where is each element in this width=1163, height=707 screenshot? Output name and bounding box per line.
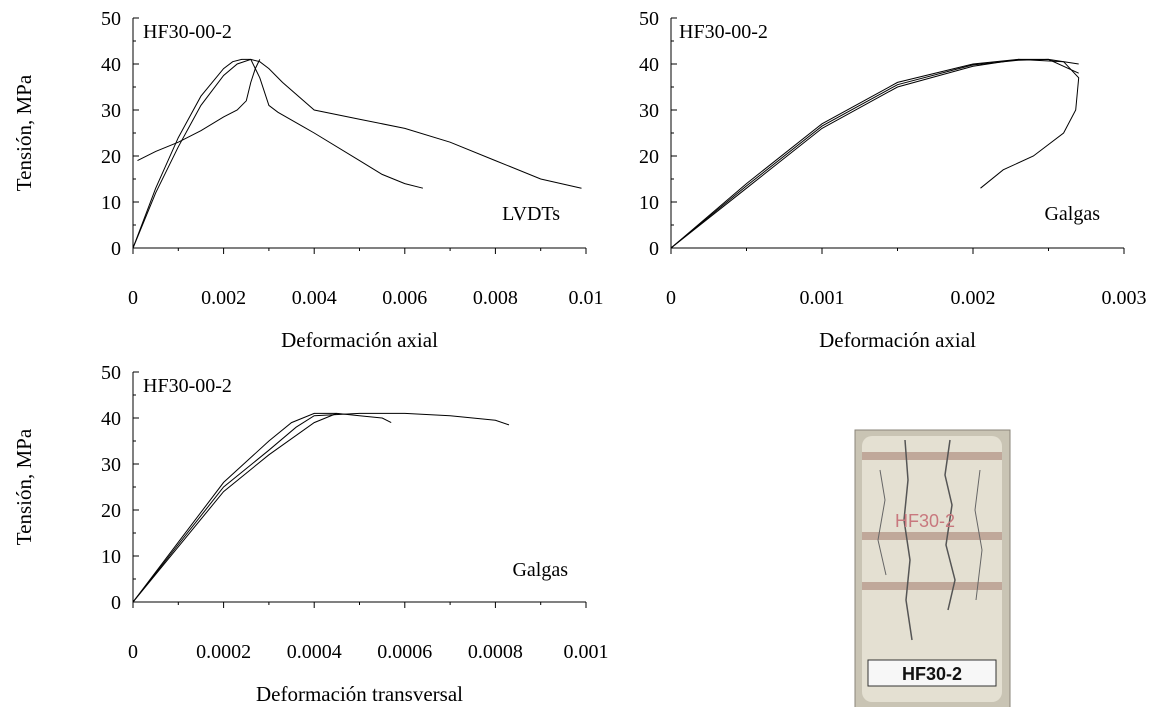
y-tick-label: 50 xyxy=(101,8,121,30)
x-tick-label: 0 xyxy=(128,641,138,663)
series-line-3 xyxy=(132,412,337,603)
x-tick-label: 0.002 xyxy=(201,287,246,309)
y-axis-title: Tensión, MPa xyxy=(12,74,36,191)
chart-gauges-transverse: 0 10 20 30 40 50 0 0.0002 0.0004 0.0006 0.0008 0.00… xyxy=(12,362,609,706)
specimen-marking: HF30-2 xyxy=(895,511,955,531)
series-line-1 xyxy=(132,58,424,249)
y-tick-label: 40 xyxy=(101,408,121,430)
y-tick-label: 30 xyxy=(101,100,121,122)
y-tick-label: 0 xyxy=(111,592,121,614)
y-tick-label: 40 xyxy=(639,54,659,76)
series-line-2 xyxy=(132,58,582,249)
y-tick-label: 50 xyxy=(101,362,121,384)
x-tick-label: 0 xyxy=(666,287,676,309)
specimen-label: HF30-2 xyxy=(902,664,962,684)
x-tick-label: 0.001 xyxy=(564,641,609,663)
panel-label: HF30-00-2 xyxy=(143,375,232,397)
y-tick-label: 0 xyxy=(111,238,121,260)
y-tick-label: 10 xyxy=(101,192,121,214)
panel-label: HF30-00-2 xyxy=(679,21,768,43)
x-tick-label: 0.006 xyxy=(382,287,427,309)
y-tick-label: 30 xyxy=(639,100,659,122)
curve-annotation: Galgas xyxy=(512,559,568,581)
y-tick-label: 20 xyxy=(101,500,121,522)
y-tick-label: 0 xyxy=(649,238,659,260)
y-tick-label: 10 xyxy=(639,192,659,214)
x-axis-title: Deformación axial xyxy=(819,328,976,352)
y-tick-label: 30 xyxy=(101,454,121,476)
x-tick-label: 0 xyxy=(128,287,138,309)
y-axis-title: Tensión, MPa xyxy=(12,428,36,545)
curve-annotation: Galgas xyxy=(1044,203,1100,225)
y-tick-label: 20 xyxy=(639,146,659,168)
x-tick-label: 0.0002 xyxy=(196,641,251,663)
curve-annotation: LVDTs xyxy=(502,203,560,225)
x-tick-label: 0.004 xyxy=(292,287,337,309)
x-tick-label: 0.003 xyxy=(1102,287,1147,309)
series-line-2 xyxy=(132,412,510,603)
x-tick-label: 0.001 xyxy=(800,287,845,309)
x-tick-label: 0.01 xyxy=(569,287,604,309)
series-line-1 xyxy=(670,58,1079,249)
chart-lvdts-axial: 0 10 20 30 40 50 0 0.002 0.004 0.006 0.008 0.01 Defo… xyxy=(12,8,604,352)
x-axis-title: Deformación transversal xyxy=(256,682,463,706)
x-tick-label: 0.002 xyxy=(951,287,996,309)
y-tick-label: 40 xyxy=(101,54,121,76)
y-tick-label: 50 xyxy=(639,8,659,30)
series-line-3 xyxy=(137,59,261,162)
y-tick-label: 10 xyxy=(101,546,121,568)
series-line-2 xyxy=(670,58,1080,249)
y-tick-label: 20 xyxy=(101,146,121,168)
series-line-3 xyxy=(670,58,1079,249)
x-axis-title: Deformación axial xyxy=(281,328,438,352)
x-tick-label: 0.0008 xyxy=(468,641,523,663)
series-line-1 xyxy=(132,412,392,603)
x-tick-label: 0.008 xyxy=(473,287,518,309)
specimen-photo: HF30-2 HF30-2 xyxy=(854,429,1011,707)
chart-gauges-axial: 0 10 20 30 40 50 0 0.001 0.002 0.003 Deformación a… xyxy=(639,8,1147,352)
panel-label: HF30-00-2 xyxy=(143,21,232,43)
x-tick-label: 0.0006 xyxy=(377,641,432,663)
x-tick-label: 0.0004 xyxy=(287,641,342,663)
